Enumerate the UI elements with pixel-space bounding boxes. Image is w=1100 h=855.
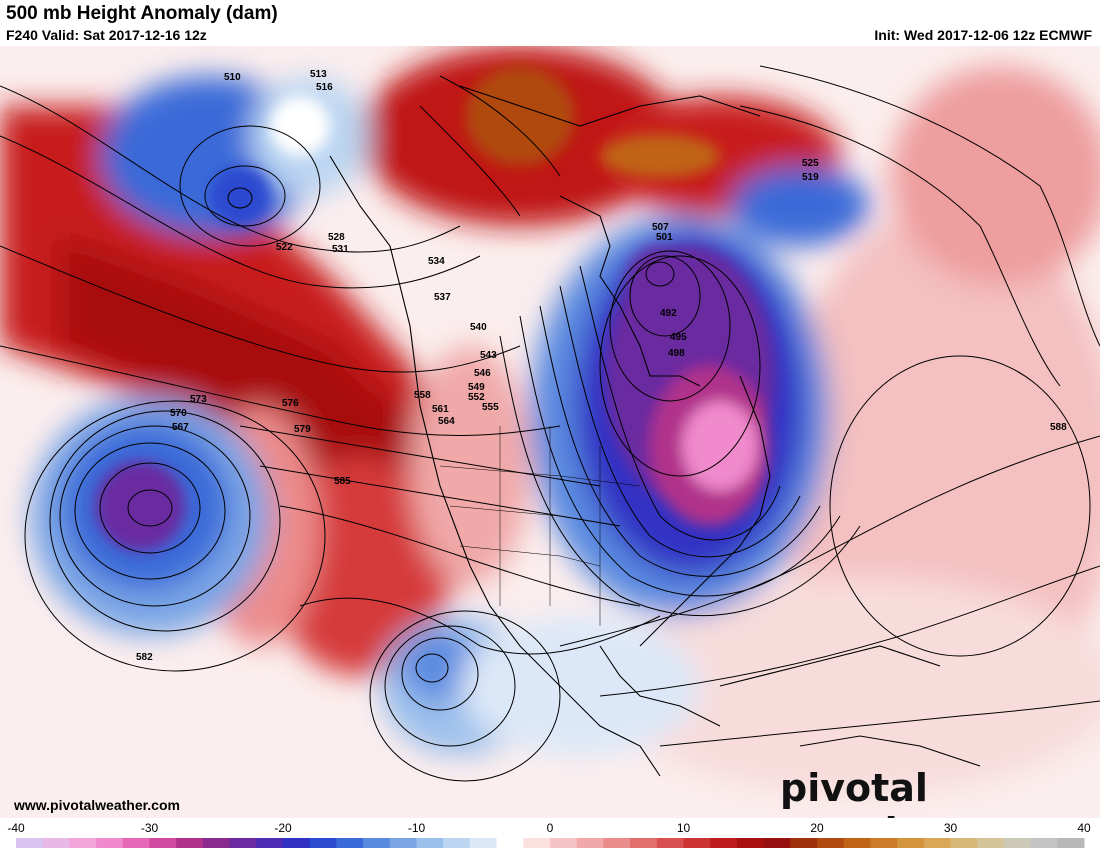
colorbar-swatch	[176, 838, 204, 848]
colorbar-tick-label: -20	[274, 821, 292, 835]
colorbar-swatch	[202, 838, 231, 848]
colorbar-swatch	[389, 838, 417, 848]
colorbar-swatch	[42, 838, 70, 848]
colorbar-tick-label: 10	[677, 821, 691, 835]
contour-label-588: 588	[1050, 422, 1067, 433]
contour-label-543: 543	[480, 350, 497, 361]
contour-label-510: 510	[224, 72, 241, 83]
contour-label-501: 501	[656, 232, 673, 243]
contour-label-582: 582	[136, 652, 153, 663]
colorbar-swatch	[843, 838, 871, 848]
contour-label-534: 534	[428, 256, 445, 267]
contour-label-552: 552	[468, 392, 485, 403]
contour-label-549: 549	[468, 382, 485, 393]
colorbar-svg: -40 -30 -20 -10 0 10 20 30 40	[7, 821, 1091, 848]
contour-label-573: 573	[190, 394, 207, 405]
contour-label-498: 498	[668, 348, 685, 359]
contour-label-495: 495	[670, 332, 687, 343]
colorbar-swatch	[576, 838, 604, 848]
colorbar-swatch	[229, 838, 257, 848]
init-time: Init: Wed 2017-12-06 12z ECMWF	[874, 27, 1092, 43]
colorbar-tick-label: 30	[944, 821, 958, 835]
colorbar-swatch	[523, 838, 551, 848]
map-canvas: 510 513 516 519 522 525 528 531 534 537 …	[0, 46, 1100, 818]
contour-label-579: 579	[294, 424, 311, 435]
colorbar-tick-label: -40	[7, 821, 25, 835]
colorbar-tick-label: 40	[1077, 821, 1091, 835]
colorbar-tick-label: 20	[810, 821, 824, 835]
contour-label-561: 561	[432, 404, 449, 415]
colorbar-swatch	[1030, 838, 1058, 848]
colorbar-swatch	[710, 838, 738, 848]
colorbar-swatch	[122, 838, 150, 848]
contour-label-567: 567	[172, 422, 189, 433]
contour-label-585: 585	[334, 476, 351, 487]
contour-label-528: 528	[328, 232, 345, 243]
contour-label-570: 570	[170, 408, 187, 419]
colorbar-swatch	[630, 838, 658, 848]
colorbar-swatch	[1057, 838, 1085, 848]
colorbar-swatch	[870, 838, 898, 848]
colorbar-tick-label: -30	[141, 821, 159, 835]
colorbar-swatch	[736, 838, 765, 848]
colorbar-swatch	[149, 838, 177, 848]
colorbar-tick-label: 0	[547, 821, 554, 835]
colorbar-swatch	[16, 838, 44, 848]
contour-label-507: 507	[652, 222, 669, 233]
contour-label-540: 540	[470, 322, 487, 333]
colorbar-swatch	[897, 838, 925, 848]
colorbar-swatch	[817, 838, 845, 848]
colorbar-swatch	[443, 838, 471, 848]
colorbar-swatch	[416, 838, 444, 848]
height-contours	[0, 65, 1100, 782]
colorbar-swatch	[283, 838, 311, 848]
valid-time: F240 Valid: Sat 2017-12-16 12z	[6, 27, 207, 43]
anomaly-shading	[0, 46, 1100, 796]
contour-label-564: 564	[438, 416, 455, 427]
colorbar-swatch	[256, 838, 284, 848]
map-header: 500 mb Height Anomaly (dam) F240 Valid: …	[0, 0, 1100, 46]
contour-label-513: 513	[310, 69, 327, 80]
contour-label-555: 555	[482, 402, 499, 413]
contour-label-546: 546	[474, 368, 491, 379]
state-borders	[439, 426, 641, 626]
contour-label-558: 558	[414, 390, 431, 401]
colorbar-swatch	[656, 838, 684, 848]
colorbar-swatch	[336, 838, 364, 848]
colorbar-swatch	[469, 838, 498, 848]
colorbar-swatch	[363, 838, 391, 848]
colorbar-swatch	[96, 838, 124, 848]
contour-label-522: 522	[276, 242, 293, 253]
colorbar-swatch	[950, 838, 978, 848]
map-title: 500 mb Height Anomaly (dam)	[6, 3, 278, 24]
colorbar-swatch	[1003, 838, 1032, 848]
colorbar-swatch	[923, 838, 951, 848]
colorbar-tick-label: -10	[408, 821, 426, 835]
colorbar-swatch	[496, 838, 524, 848]
contour-label-531: 531	[332, 244, 349, 255]
colorbar-swatch	[683, 838, 711, 848]
contour-label-519: 519	[802, 172, 819, 183]
contour-labels: 510 513 516 519 522 525 528 531 534 537 …	[136, 69, 1067, 663]
contour-label-516: 516	[316, 82, 333, 93]
coastlines	[329, 85, 981, 777]
colorbar-swatch	[309, 838, 337, 848]
colorbar-ticks: -40 -30 -20 -10 0 10 20 30 40	[7, 821, 1091, 835]
weather-map[interactable]: 510 513 516 519 522 525 528 531 534 537 …	[0, 46, 1100, 818]
contour-label-537: 537	[434, 292, 451, 303]
contour-label-525: 525	[802, 158, 819, 169]
website-link[interactable]: www.pivotalweather.com	[14, 797, 180, 813]
colorbar-swatch	[69, 838, 97, 848]
colorbar-swatch	[550, 838, 578, 848]
colorbar: -40 -30 -20 -10 0 10 20 30 40	[0, 818, 1100, 850]
colorbar-swatch	[790, 838, 818, 848]
colorbar-swatch	[977, 838, 1005, 848]
colorbar-swatch	[603, 838, 631, 848]
colorbar-swatches	[16, 838, 1085, 848]
contour-label-492: 492	[660, 308, 677, 319]
contour-label-576: 576	[282, 398, 299, 409]
colorbar-swatch	[763, 838, 791, 848]
